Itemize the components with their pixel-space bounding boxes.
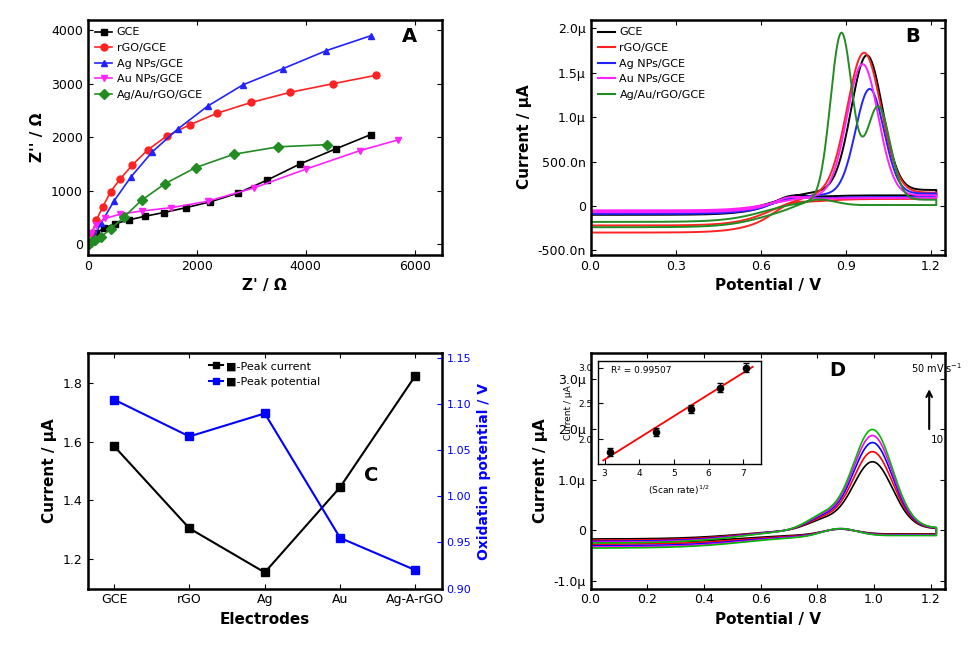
rGO/GCE <box>284 88 296 96</box>
GCE <box>158 209 169 216</box>
rGO/GCE <box>104 188 116 196</box>
Text: 10: 10 <box>930 436 944 445</box>
Ag NPs/GCE <box>237 81 248 89</box>
Ag/Au/rGO/GCE <box>159 180 170 188</box>
Ag NPs/GCE <box>277 65 288 73</box>
Au NPs/GCE <box>115 210 127 218</box>
Ag/Au/rGO/GCE <box>86 239 97 247</box>
Ag NPs/GCE <box>171 125 183 133</box>
Au NPs/GCE <box>248 184 260 192</box>
rGO/GCE <box>211 109 223 117</box>
Ag/Au/rGO/GCE <box>118 213 130 221</box>
Legend: GCE, rGO/GCE, Ag NPs/GCE, Au NPs/GCE, Ag/Au/rGO/GCE: GCE, rGO/GCE, Ag NPs/GCE, Au NPs/GCE, Ag… <box>94 25 205 102</box>
Ag NPs/GCE <box>365 32 377 40</box>
Text: D: D <box>830 360 845 379</box>
rGO/GCE <box>245 99 257 107</box>
Ag/Au/rGO/GCE <box>95 233 107 241</box>
rGO/GCE <box>161 132 172 140</box>
Ag/Au/rGO/GCE <box>84 240 95 248</box>
GCE <box>123 216 134 224</box>
Text: A: A <box>402 27 417 46</box>
Ag NPs/GCE <box>95 218 107 226</box>
Ag/Au/rGO/GCE <box>273 143 284 150</box>
GCE <box>98 224 110 232</box>
Y-axis label: Current / μA: Current / μA <box>517 85 532 190</box>
Ag NPs/GCE <box>320 46 332 54</box>
Text: C: C <box>363 466 378 485</box>
Legend: GCE, rGO/GCE, Ag NPs/GCE, Au NPs/GCE, Ag/Au/rGO/GCE: GCE, rGO/GCE, Ag NPs/GCE, Au NPs/GCE, Ag… <box>596 25 708 102</box>
GCE <box>262 176 274 184</box>
rGO/GCE <box>91 216 102 224</box>
Au NPs/GCE <box>202 198 213 205</box>
Y-axis label: Oxidation potential / V: Oxidation potential / V <box>477 383 491 560</box>
Ag NPs/GCE <box>108 198 120 205</box>
Line: rGO/GCE: rGO/GCE <box>89 72 380 237</box>
Ag/Au/rGO/GCE <box>90 236 101 244</box>
GCE <box>365 131 377 139</box>
Au NPs/GCE <box>85 230 96 237</box>
GCE <box>180 204 192 212</box>
rGO/GCE <box>97 203 109 211</box>
GCE <box>109 220 121 228</box>
Ag/Au/rGO/GCE <box>104 225 116 233</box>
Ag NPs/GCE <box>202 102 213 110</box>
Line: Au NPs/GCE: Au NPs/GCE <box>88 137 401 237</box>
Au NPs/GCE <box>300 165 312 173</box>
Text: 50 mV s$^{-1}$: 50 mV s$^{-1}$ <box>911 361 962 375</box>
Text: B: B <box>905 27 920 46</box>
rGO/GCE <box>327 80 339 88</box>
rGO/GCE <box>127 161 138 169</box>
Line: Ag NPs/GCE: Ag NPs/GCE <box>90 32 374 242</box>
GCE <box>90 230 101 237</box>
Ag/Au/rGO/GCE <box>135 196 147 204</box>
Au NPs/GCE <box>99 215 111 222</box>
rGO/GCE <box>86 230 97 237</box>
GCE <box>139 213 151 220</box>
Ag/Au/rGO/GCE <box>321 141 333 148</box>
Y-axis label: Current / μA: Current / μA <box>533 419 548 523</box>
Line: Ag/Au/rGO/GCE: Ag/Au/rGO/GCE <box>86 141 331 247</box>
X-axis label: Electrodes: Electrodes <box>219 612 310 627</box>
rGO/GCE <box>184 121 196 129</box>
X-axis label: Potential / V: Potential / V <box>715 612 821 627</box>
rGO/GCE <box>115 175 127 182</box>
Au NPs/GCE <box>166 204 177 212</box>
X-axis label: Z' / Ω: Z' / Ω <box>243 278 287 293</box>
GCE <box>232 190 244 198</box>
Au NPs/GCE <box>136 207 148 215</box>
Ag NPs/GCE <box>146 148 158 156</box>
Ag/Au/rGO/GCE <box>228 150 240 158</box>
Ag NPs/GCE <box>125 173 136 181</box>
GCE <box>205 198 216 206</box>
rGO/GCE <box>371 71 383 79</box>
rGO/GCE <box>142 146 154 154</box>
Au NPs/GCE <box>393 136 404 144</box>
Y-axis label: Z'' / Ω: Z'' / Ω <box>30 112 46 162</box>
GCE <box>294 160 306 168</box>
Legend: ■-Peak current, ■-Peak potential: ■-Peak current, ■-Peak potential <box>207 359 322 389</box>
Au NPs/GCE <box>90 222 101 230</box>
Au NPs/GCE <box>355 146 366 154</box>
Line: GCE: GCE <box>93 131 374 237</box>
GCE <box>330 145 342 153</box>
X-axis label: Potential / V: Potential / V <box>715 278 821 293</box>
Y-axis label: Current / μA: Current / μA <box>42 419 57 523</box>
Ag/Au/rGO/GCE <box>190 164 202 171</box>
Ag NPs/GCE <box>88 235 99 243</box>
